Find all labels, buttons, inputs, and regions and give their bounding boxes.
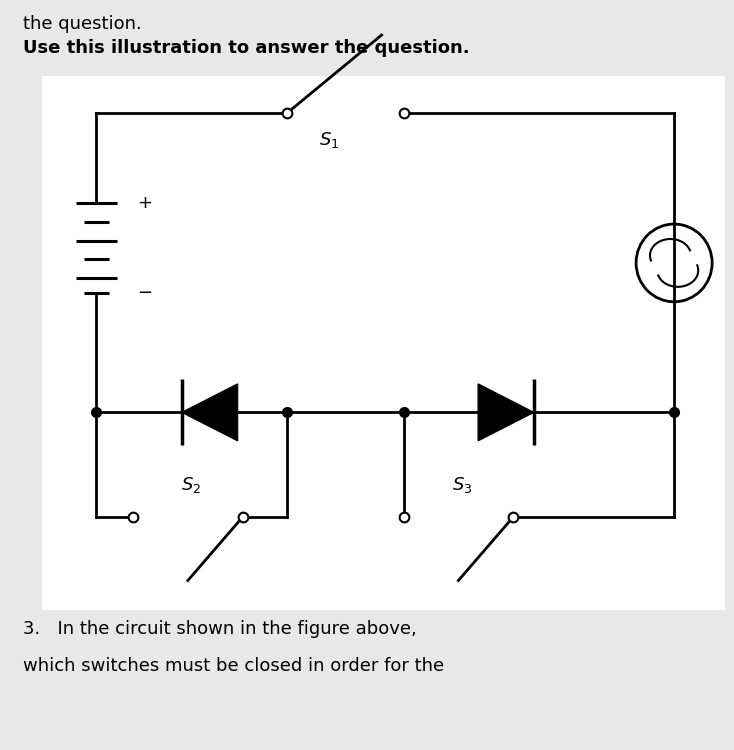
Text: the question.: the question.	[23, 15, 142, 33]
Text: $S_1$: $S_1$	[319, 130, 340, 150]
Text: +: +	[137, 194, 152, 212]
Text: −: −	[137, 284, 152, 302]
Text: $S_2$: $S_2$	[181, 475, 202, 494]
FancyBboxPatch shape	[42, 76, 725, 610]
Text: $S_3$: $S_3$	[452, 475, 472, 494]
Text: Use this illustration to answer the question.: Use this illustration to answer the ques…	[23, 39, 470, 57]
Polygon shape	[478, 384, 534, 441]
Polygon shape	[182, 384, 238, 441]
Text: which switches must be closed in order for the: which switches must be closed in order f…	[23, 658, 445, 676]
Text: 3.   In the circuit shown in the figure above,: 3. In the circuit shown in the figure ab…	[23, 620, 417, 638]
